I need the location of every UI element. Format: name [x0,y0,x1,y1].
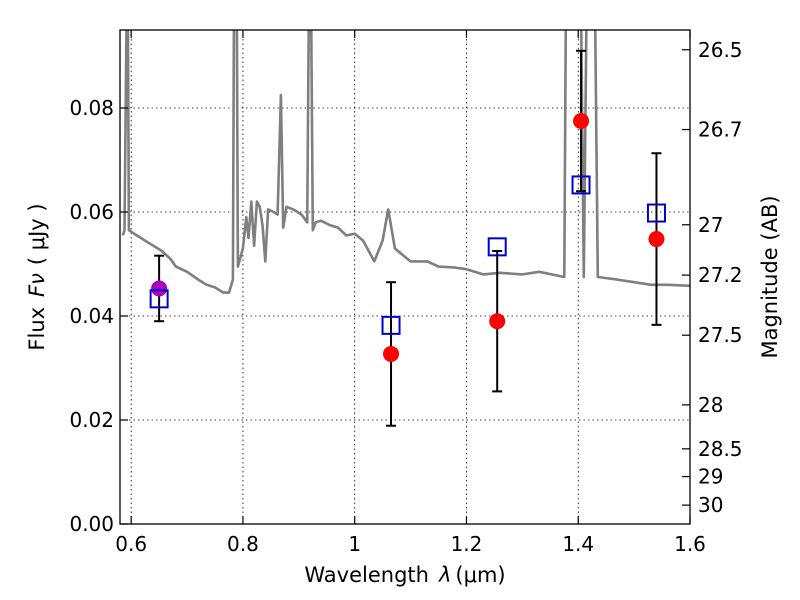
y-tick-label: 0.00 [69,512,114,536]
magnitude-tick-label: 28.5 [698,437,743,461]
magnitude-tick-label: 27.5 [698,323,743,347]
magnitude-tick-label: 26.5 [698,38,743,62]
plot-frame [119,29,691,525]
x-tick-label: 1 [348,532,361,556]
x-tick-label: 0.8 [227,532,259,556]
y2-axis-title: Magnitude (AB) [758,195,782,358]
axis-ticks [120,30,691,525]
x-tick-label: 1.6 [674,532,706,556]
y-tick-label: 0.02 [69,408,114,432]
magnitude-tick-label: 27.2 [698,263,743,287]
x-tick-labels: 0.6 0.8 1 1.2 1.4 1.6 [115,532,706,556]
y-tick-label: 0.06 [69,200,114,224]
y-axis-title: FluxFν( μJy ) [25,203,49,350]
magnitude-tick-label: 30 [698,493,723,517]
observed-flux-point [573,113,590,129]
observed-flux-point [648,231,665,248]
model-flux-box [149,289,169,309]
x-axis-title: Wavelength λ (μm) [304,563,505,587]
model-flux-box [487,237,507,257]
observed-flux-point [383,345,400,362]
y-tick-labels: 0.00 0.02 0.04 0.06 0.08 [69,96,114,536]
magnitude-tick-label: 26.7 [698,118,743,142]
x-tick-label: 1.4 [562,532,594,556]
magnitude-tick-labels: 26.5 26.7 27 27.2 27.5 28 28.5 29 30 [698,38,743,517]
model-photometry-boxes [149,175,666,335]
y-tick-label: 0.04 [69,304,114,328]
magnitude-tick-label: 27 [698,213,723,237]
highlight-flux-point [151,280,168,297]
observed-points [151,113,665,362]
model-flux-box [646,203,666,223]
observed-flux-point [489,313,506,330]
grid [120,30,691,524]
y-tick-label: 0.08 [69,96,114,120]
model-flux-box [571,175,591,195]
magnitude-tick-label: 28 [698,393,723,417]
x-tick-label: 0.6 [115,532,147,556]
plot-area [121,30,690,427]
x-tick-label: 1.2 [451,532,483,556]
model-flux-box [381,315,401,335]
magnitude-tick-label: 29 [698,465,723,489]
model-sed-line [121,30,690,294]
